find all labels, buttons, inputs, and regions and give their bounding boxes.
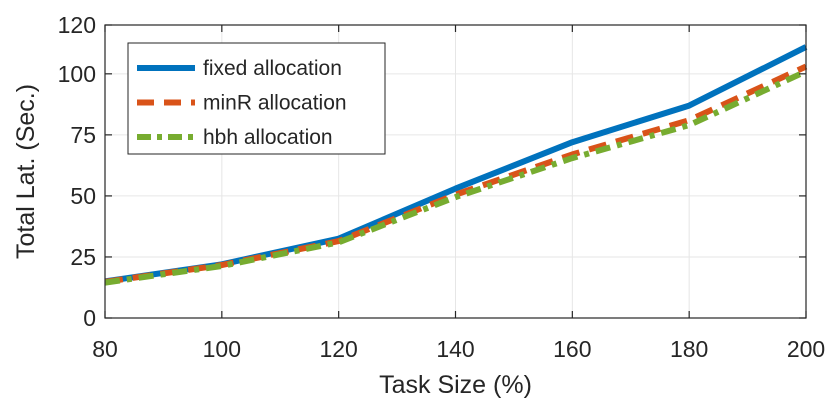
x-tick-label: 140 xyxy=(436,336,474,362)
series-line-2 xyxy=(104,68,808,286)
x-tick-label: 200 xyxy=(787,336,825,362)
x-tick-label: 120 xyxy=(319,336,357,362)
y-axis-title: Total Lat. (Sec.) xyxy=(12,84,40,259)
y-tick-label: 100 xyxy=(58,61,96,87)
legend-label-0: fixed allocation xyxy=(203,57,342,80)
legend-label-1: minR allocation xyxy=(203,92,347,115)
y-tick-label: 25 xyxy=(70,244,96,270)
y-tick-label: 0 xyxy=(83,305,96,331)
x-axis-title: Task Size (%) xyxy=(379,371,532,399)
x-tick-label: 80 xyxy=(92,336,118,362)
x-tick-label: 160 xyxy=(553,336,591,362)
series-line-1 xyxy=(104,63,808,285)
x-tick-label: 180 xyxy=(670,336,708,362)
legend-label-2: hbh allocation xyxy=(203,126,333,149)
y-tick-label: 75 xyxy=(70,122,96,148)
x-tick-label: 100 xyxy=(203,336,241,362)
legend: fixed allocation minR allocation hbh alloc… xyxy=(127,42,386,155)
axis-ticks: 80 100 120 140 160 180 200 0 25 50 75 100 120 xyxy=(58,12,826,362)
y-tick-label: 50 xyxy=(70,183,96,209)
series-lines xyxy=(104,44,808,286)
y-tick-label: 120 xyxy=(58,12,96,38)
